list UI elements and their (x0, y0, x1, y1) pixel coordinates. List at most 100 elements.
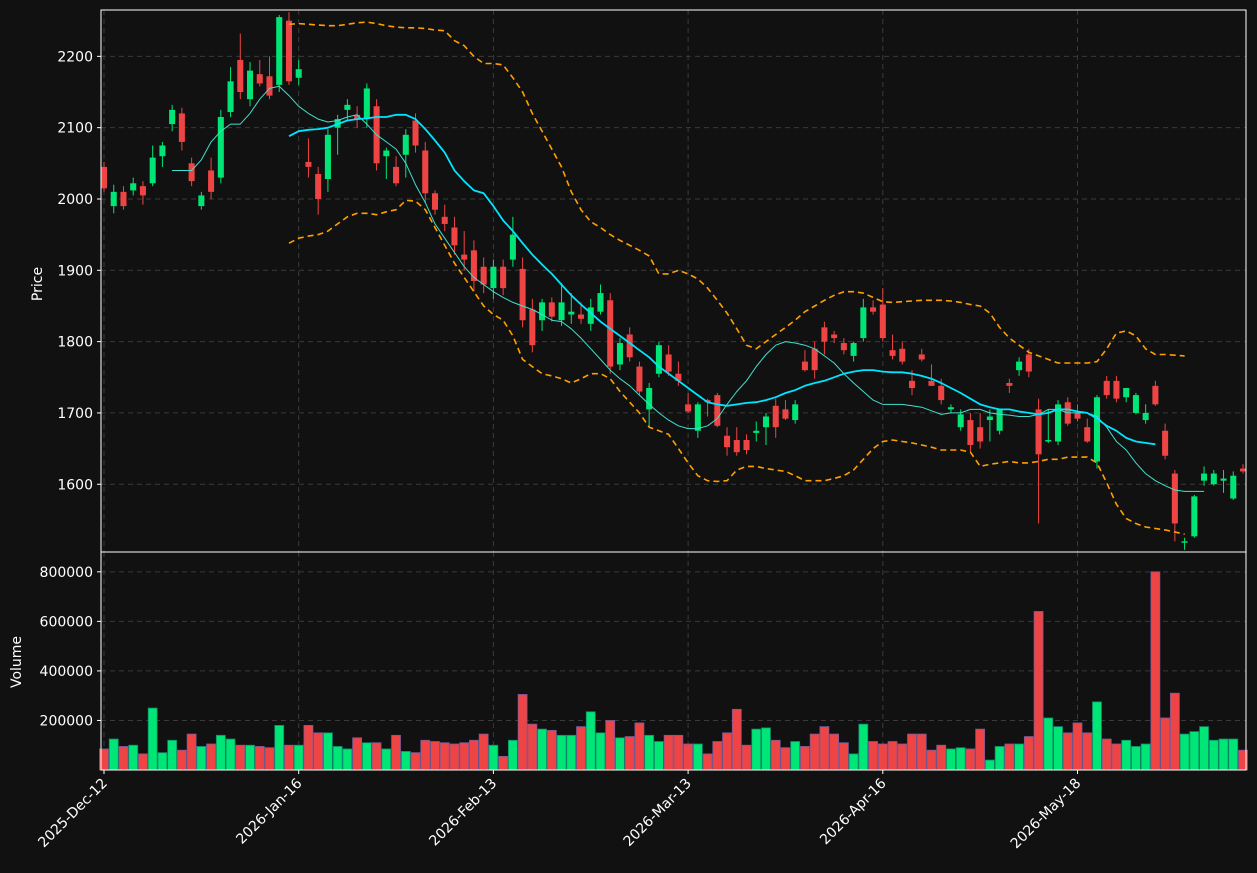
candle (266, 56, 273, 100)
volume-bar (1169, 692, 1180, 771)
volume-bar (381, 748, 392, 771)
volume-bar (556, 734, 567, 771)
volume-bar (469, 739, 479, 771)
candle (870, 300, 877, 315)
volume-grid (101, 552, 1246, 770)
candle-body (256, 74, 263, 84)
volume-bar (128, 744, 139, 771)
candle (1142, 404, 1149, 424)
candle (548, 297, 555, 322)
volume-bar (838, 742, 849, 771)
candle-body (1113, 380, 1120, 399)
volume-bar (576, 726, 586, 771)
volume-bar (1014, 743, 1024, 771)
candle-body (831, 334, 838, 339)
candle (285, 12, 292, 85)
volume-bar (177, 749, 187, 771)
candle (480, 257, 487, 294)
candle-body (120, 191, 127, 207)
volume-bar (371, 742, 382, 771)
candle (1162, 423, 1169, 460)
candle-body (509, 234, 516, 260)
volume-bar (498, 755, 509, 771)
volume-bar (809, 733, 820, 771)
candle-body (1025, 354, 1032, 372)
volume-bar (848, 753, 859, 771)
candle (782, 400, 789, 421)
candle (889, 334, 896, 360)
candle (1055, 400, 1062, 446)
candle (792, 400, 799, 424)
candle (646, 382, 653, 428)
candle (918, 348, 925, 362)
volume-bar (235, 744, 246, 771)
volume-bar (566, 734, 577, 771)
candle-body (1239, 468, 1247, 472)
volume-bar (683, 743, 693, 771)
volume-bar (741, 744, 752, 771)
price-candles (100, 12, 1247, 550)
candle-body (1055, 404, 1062, 442)
candle-body (130, 183, 137, 191)
candle-body (227, 81, 234, 112)
volume-bar (459, 742, 470, 771)
volume-bar (1208, 739, 1219, 771)
candle-body (490, 266, 497, 289)
candle-body (217, 116, 224, 178)
volume-bar (955, 747, 966, 771)
candle-body (733, 440, 740, 453)
volume-tick-label: 800000 (40, 565, 93, 581)
volume-bar (994, 746, 1005, 771)
volume-panel-frame (100, 551, 1247, 771)
candle (509, 216, 516, 267)
candle (558, 283, 565, 326)
price-axis-ticks: 1600 1700 1800 1900 2000 2100 2200 (57, 49, 101, 493)
candle-body (1123, 387, 1130, 398)
candle-body (743, 440, 750, 451)
volume-bar (897, 743, 908, 771)
candle-body (801, 361, 808, 371)
candle (402, 129, 409, 178)
candle-body (169, 109, 176, 125)
price-overlays (172, 21, 1205, 535)
volume-bar (877, 743, 888, 771)
volume-bar (975, 728, 986, 771)
volume-bar (654, 741, 664, 771)
candle-body (1230, 475, 1237, 499)
candle-body (1220, 478, 1227, 481)
volume-bar (157, 752, 168, 771)
candle-body (938, 385, 945, 401)
candle-body (305, 161, 312, 167)
candle-body (139, 186, 146, 196)
volume-bar (790, 741, 801, 771)
volume-bar (517, 694, 528, 771)
volume-bar (206, 743, 216, 771)
price-axis-label: Price (30, 267, 46, 301)
volume-bar (488, 744, 499, 771)
candle (217, 109, 224, 184)
candle-body (782, 409, 789, 419)
candle (130, 177, 137, 196)
candle (1035, 398, 1042, 524)
volume-bar (780, 747, 791, 771)
candle (986, 409, 993, 442)
candle-body (908, 380, 916, 388)
volume-bar (303, 725, 314, 771)
candle (655, 341, 662, 378)
candle-body (850, 343, 857, 356)
volume-bar (430, 741, 440, 771)
candle-body (149, 157, 156, 184)
candle (178, 107, 185, 151)
candle (587, 298, 594, 331)
candle (208, 157, 215, 199)
volume-bar (1004, 743, 1015, 771)
volume-bar (731, 708, 742, 771)
candle (1123, 387, 1130, 403)
candle-body (762, 416, 770, 428)
volume-bar (624, 736, 635, 771)
candle (811, 341, 818, 379)
volume-bar (108, 738, 119, 771)
volume-bar (1228, 738, 1239, 771)
candle-body (363, 88, 370, 120)
